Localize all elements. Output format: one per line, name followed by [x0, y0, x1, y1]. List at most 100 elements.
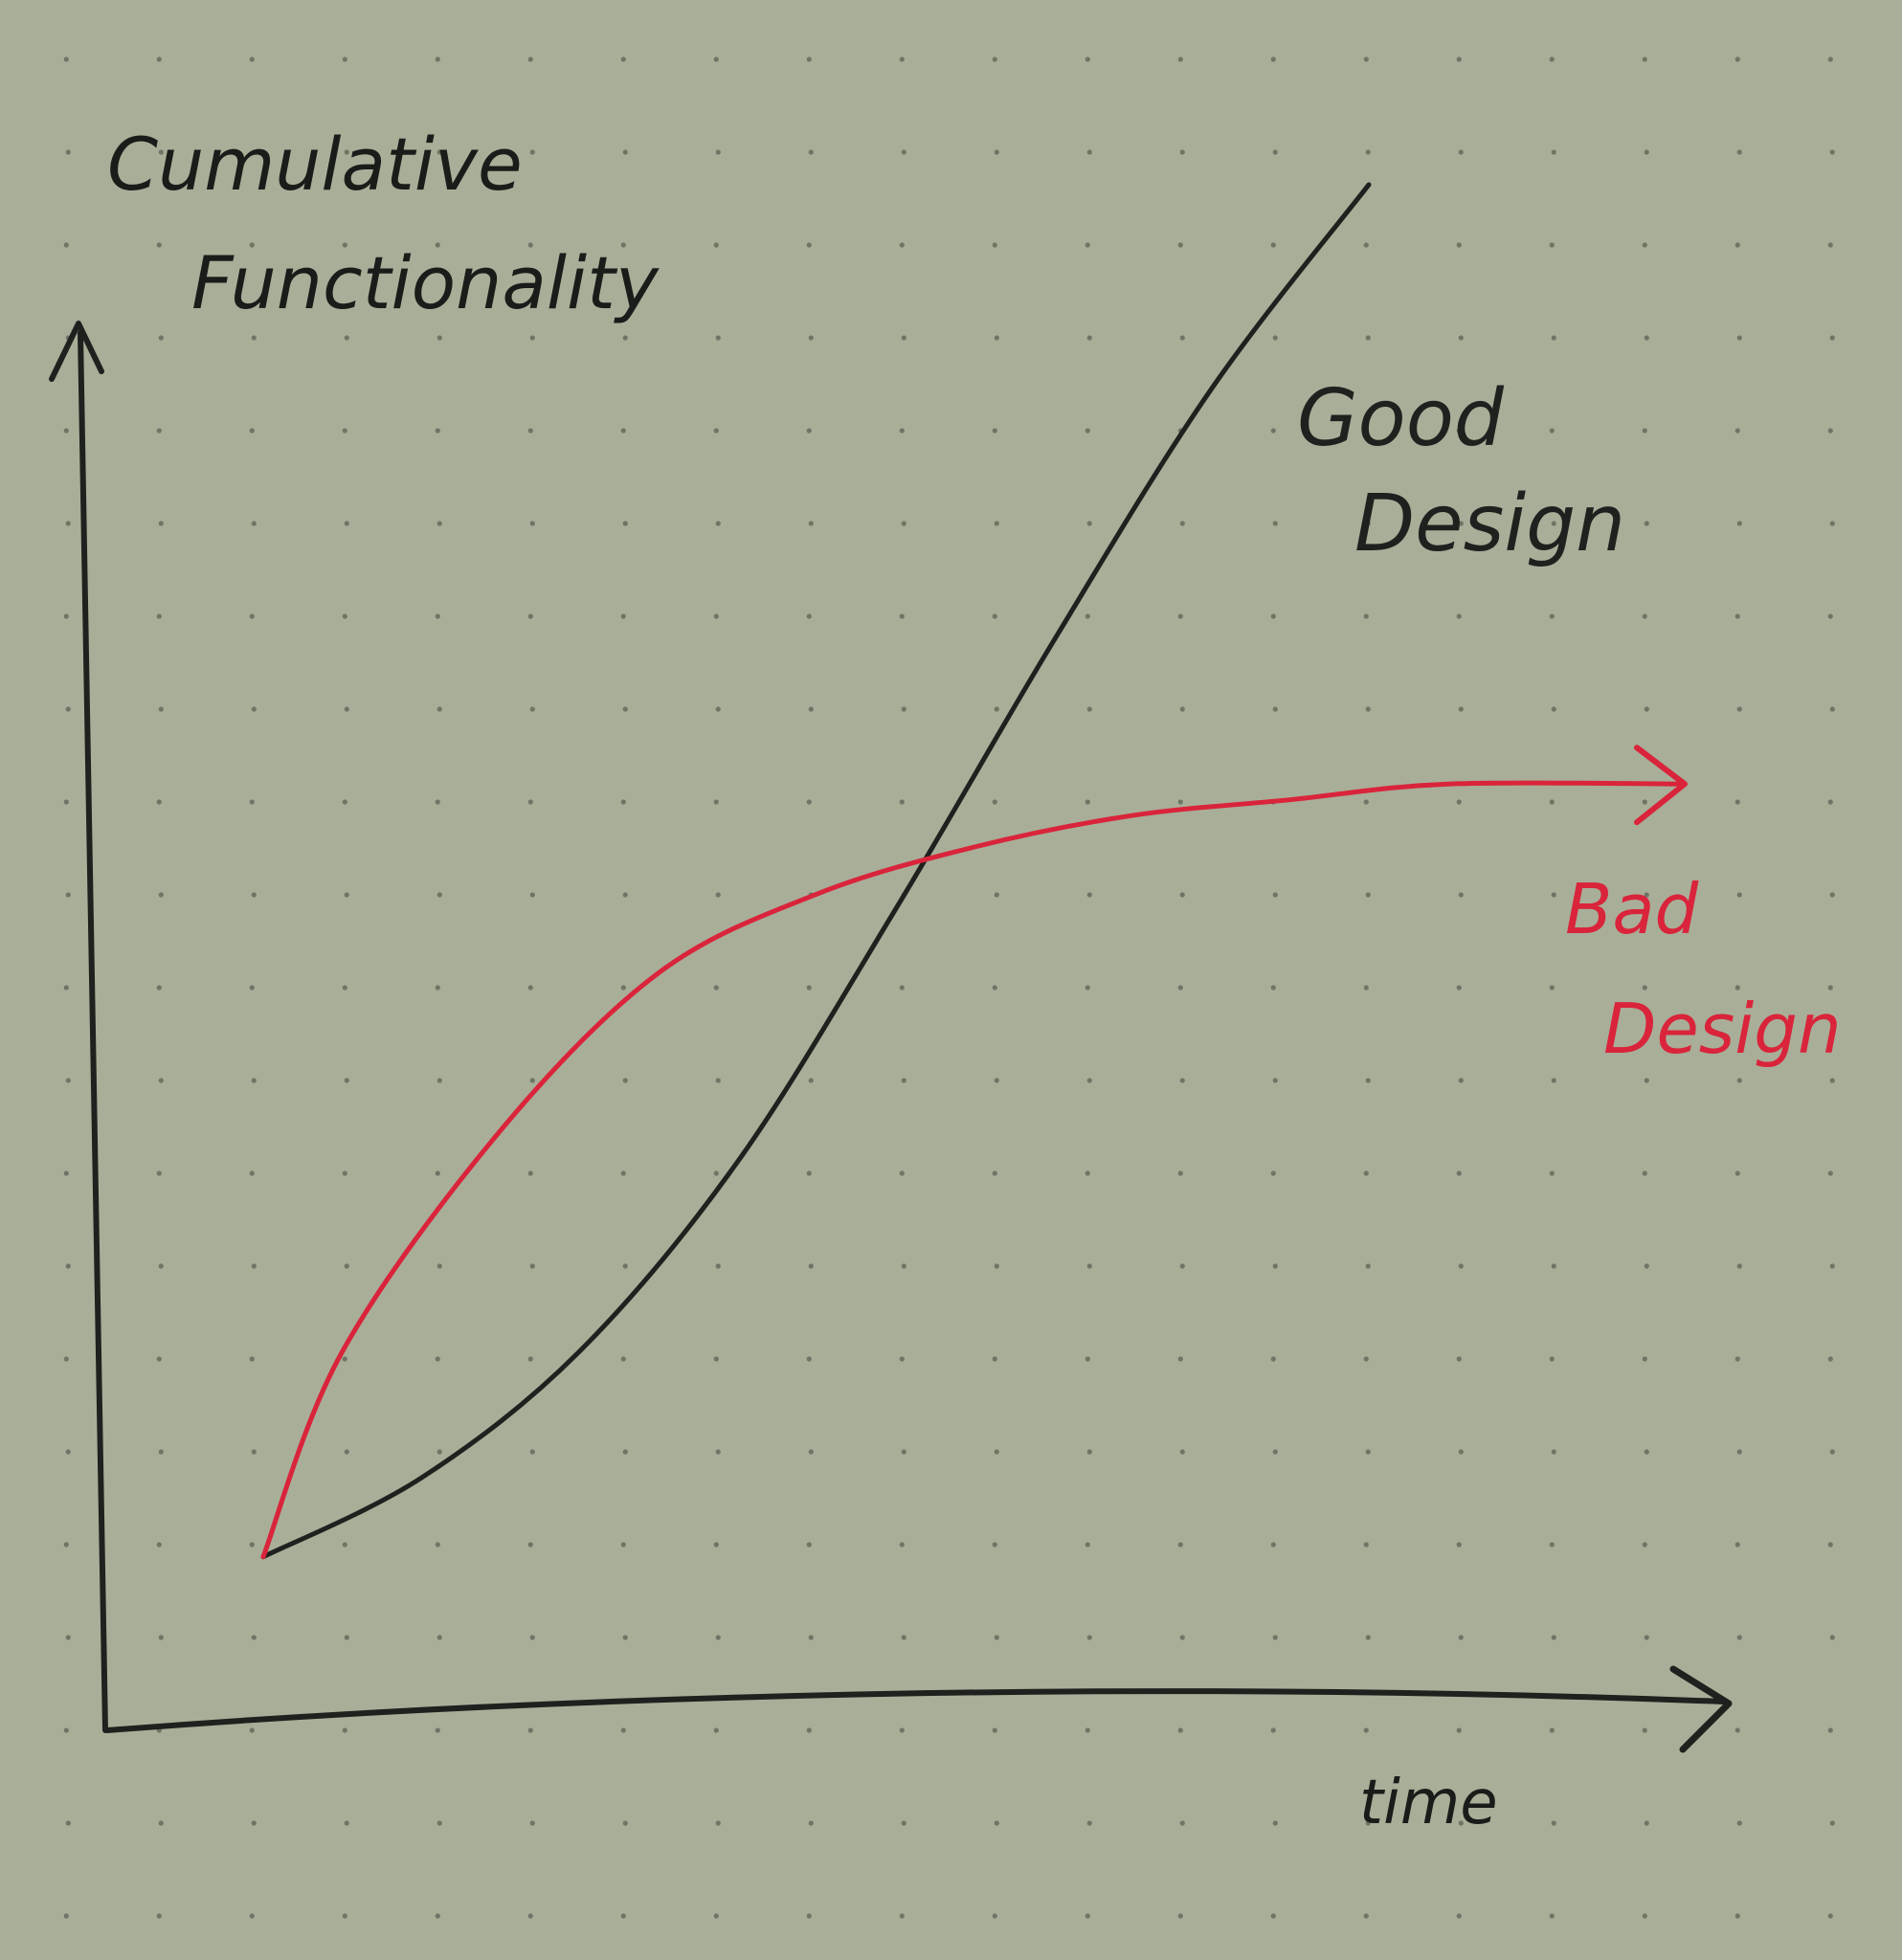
paper-dot: [1177, 1542, 1183, 1548]
paper-dot: [715, 1078, 721, 1083]
y-axis-label: Cumulative Functionality: [107, 122, 660, 325]
paper-dot: [1363, 1356, 1369, 1362]
paper-dot: [994, 521, 999, 526]
paper-dot: [529, 1078, 535, 1083]
paper-dot: [1086, 1263, 1092, 1269]
y-axis-arrowhead: [49, 321, 104, 382]
paper-dot: [901, 1635, 906, 1640]
paper-dot: [1363, 985, 1369, 991]
paper-dot: [808, 1820, 814, 1826]
paper-dot: [620, 1356, 626, 1362]
paper-dot: [622, 706, 628, 712]
paper-dot: [65, 149, 71, 155]
paper-dot: [1179, 1820, 1185, 1826]
paper-dot: [1270, 985, 1276, 991]
paper-dot: [1272, 892, 1278, 898]
paper-dot: [1551, 1820, 1556, 1826]
paper-dot: [899, 613, 905, 619]
paper-dot: [1734, 242, 1740, 248]
paper-dot: [65, 1820, 71, 1826]
paper-dot: [1365, 1820, 1371, 1826]
paper-dot: [1456, 56, 1462, 62]
paper-dot: [1363, 799, 1369, 805]
paper-dot: [992, 1913, 997, 1919]
paper-dot: [715, 1449, 721, 1455]
paper-dot: [1086, 1635, 1092, 1640]
paper-dot: [1551, 1635, 1556, 1640]
paper-dot: [1829, 892, 1835, 898]
x-axis-arrowhead: [1669, 1665, 1733, 1753]
paper-dot: [435, 1356, 440, 1362]
paper-dot: [808, 335, 814, 341]
paper-dot: [1827, 428, 1833, 434]
paper-dot: [1827, 242, 1833, 248]
paper-dot: [435, 613, 440, 619]
paper-dot: [158, 892, 164, 898]
paper-dot: [156, 1170, 162, 1176]
paper-dot: [1736, 1078, 1742, 1083]
paper-dot: [529, 521, 535, 526]
paper-dot: [1363, 613, 1369, 619]
paper-dot: [1644, 1635, 1649, 1640]
paper-dot: [713, 1913, 719, 1919]
paper-dot: [1458, 1449, 1464, 1455]
paper-dot: [1179, 521, 1185, 526]
paper-dot: [713, 1170, 719, 1176]
paper-dot: [1642, 428, 1647, 434]
paper-dot: [527, 985, 533, 991]
paper-dot: [899, 1542, 905, 1548]
paper-dot: [992, 242, 997, 248]
paper-dot: [249, 242, 255, 248]
paper-dot: [620, 613, 626, 619]
paper-dot: [1734, 1170, 1740, 1176]
paper-dot: [1179, 706, 1185, 712]
paper-dot: [158, 1078, 164, 1083]
paper-dot: [1642, 985, 1647, 991]
paper-dot: [1458, 706, 1464, 712]
series-arrowhead-bad-design: [1634, 745, 1688, 826]
paper-dot: [249, 1356, 255, 1362]
paper-dot: [527, 799, 533, 805]
paper-dot: [713, 613, 719, 619]
paper-dot: [994, 1078, 999, 1083]
paper-dot: [715, 1820, 721, 1826]
paper-dot: [1827, 799, 1833, 805]
paper-dot: [806, 985, 812, 991]
paper-dot: [251, 149, 257, 155]
paper-dot: [1549, 56, 1555, 62]
paper-dot: [342, 985, 347, 991]
paper-dot: [1085, 799, 1090, 805]
paper-dot: [1734, 56, 1740, 62]
paper-dot: [901, 1449, 906, 1455]
paper-dot: [994, 1263, 999, 1269]
paper-dot: [899, 1727, 905, 1733]
paper-dot: [1458, 149, 1464, 155]
paper-dot: [158, 1820, 164, 1826]
paper-dot: [1644, 706, 1649, 712]
paper-dot: [1734, 799, 1740, 805]
paper-dot: [435, 1542, 440, 1548]
paper-dot: [1456, 1356, 1462, 1362]
paper-dot: [1829, 149, 1835, 155]
paper-dot: [344, 1263, 349, 1269]
paper-dot: [620, 1542, 626, 1548]
paper-dot: [436, 706, 442, 712]
paper-dot: [1829, 521, 1835, 526]
paper-dot: [251, 1820, 257, 1826]
paper-dot: [622, 1820, 628, 1826]
paper-dot: [529, 1449, 535, 1455]
paper-dot: [1085, 56, 1090, 62]
paper-dot: [1458, 521, 1464, 526]
paper-dot: [344, 1635, 349, 1640]
paper-dot: [901, 1263, 906, 1269]
paper-dot: [65, 892, 71, 898]
paper-dot: [1458, 1263, 1464, 1269]
paper-dot: [715, 1635, 721, 1640]
series-line-bad-design: [260, 780, 1688, 1560]
paper-dot: [1551, 1449, 1556, 1455]
paper-dot: [1549, 613, 1555, 619]
paper-dot: [435, 799, 440, 805]
paper-dot: [1456, 1913, 1462, 1919]
paper-dot: [1549, 242, 1555, 248]
axes: [49, 321, 1733, 1753]
